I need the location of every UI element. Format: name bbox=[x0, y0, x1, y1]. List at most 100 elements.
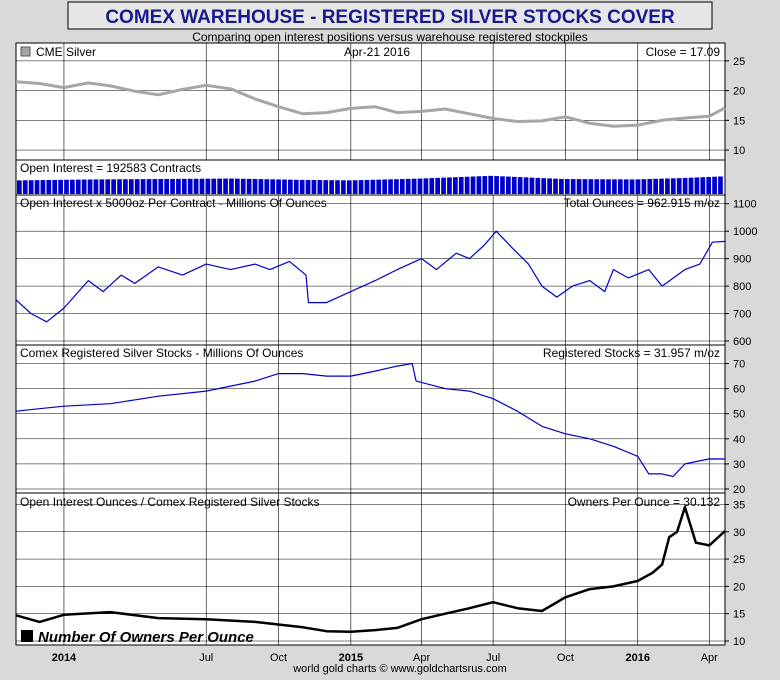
open-interest-bar bbox=[205, 178, 211, 194]
open-interest-bar bbox=[517, 177, 523, 194]
x-tick-label: Jul bbox=[486, 652, 500, 664]
x-tick-label: Apr bbox=[413, 652, 430, 664]
y-tick-label: 800 bbox=[733, 281, 751, 293]
open-interest-bar bbox=[588, 179, 594, 194]
y-tick-label: 35 bbox=[733, 499, 745, 511]
open-interest-bar bbox=[335, 180, 340, 194]
annotation-owners: Number Of Owners Per Ounce bbox=[38, 629, 254, 646]
open-interest-bar bbox=[500, 176, 505, 194]
open-interest-bar bbox=[264, 179, 270, 194]
open-interest-bar bbox=[688, 177, 694, 194]
open-interest-bar bbox=[482, 176, 488, 194]
open-interest-bar bbox=[270, 179, 276, 194]
open-interest-bar bbox=[352, 180, 358, 194]
y-tick-label: 700 bbox=[733, 309, 751, 321]
open-interest-bar bbox=[376, 179, 382, 194]
open-interest-bar bbox=[670, 178, 676, 194]
open-interest-bar bbox=[447, 177, 452, 194]
y-tick-label: 20 bbox=[733, 86, 745, 98]
open-interest-bar bbox=[87, 179, 93, 194]
open-interest-bar bbox=[293, 179, 299, 194]
y-tick-label: 1100 bbox=[733, 199, 757, 211]
open-interest-bar bbox=[405, 178, 411, 194]
open-interest-bar bbox=[659, 178, 664, 194]
series-line bbox=[15, 230, 726, 323]
open-interest-bar bbox=[234, 178, 240, 194]
open-interest-bar bbox=[258, 179, 264, 194]
open-interest-bar bbox=[240, 178, 246, 194]
open-interest-bar bbox=[464, 176, 470, 194]
y-tick-label: 15 bbox=[733, 609, 745, 621]
series-line bbox=[15, 80, 726, 128]
legend-owners-per-ounce: Open Interest Ounces / Comex Registered … bbox=[20, 495, 319, 509]
open-interest-bar bbox=[582, 179, 588, 194]
open-interest-bar bbox=[105, 179, 111, 194]
open-interest-bar bbox=[276, 179, 281, 194]
open-interest-bar bbox=[623, 179, 629, 194]
y-tick-label: 10 bbox=[733, 636, 745, 648]
x-tick-label: Oct bbox=[557, 652, 574, 664]
open-interest-bar bbox=[570, 179, 576, 194]
y-tick-label: 70 bbox=[733, 359, 745, 371]
open-interest-bar bbox=[399, 179, 405, 194]
open-interest-bar bbox=[458, 176, 464, 194]
open-interest-bar bbox=[17, 180, 22, 194]
open-interest-bar bbox=[99, 179, 105, 194]
open-interest-bar bbox=[617, 179, 623, 194]
series-line bbox=[15, 505, 726, 633]
open-interest-bar bbox=[346, 180, 352, 194]
y-tick-label: 40 bbox=[733, 434, 745, 446]
open-interest-bar bbox=[576, 179, 582, 194]
x-tick-label: 2014 bbox=[52, 652, 77, 664]
open-interest-bar bbox=[653, 178, 659, 194]
open-interest-bar bbox=[476, 176, 482, 194]
open-interest-bar bbox=[594, 179, 600, 194]
y-tick-label: 900 bbox=[733, 254, 751, 266]
open-interest-bar bbox=[134, 179, 140, 194]
open-interest-bar bbox=[494, 176, 499, 194]
open-interest-bar bbox=[718, 176, 723, 194]
open-interest-bar bbox=[64, 179, 69, 194]
open-interest-bar bbox=[559, 178, 564, 194]
open-interest-bar bbox=[535, 177, 541, 194]
y-tick-label: 60 bbox=[733, 384, 745, 396]
open-interest-bar bbox=[329, 180, 334, 194]
open-interest-bar bbox=[246, 178, 252, 194]
series-layer bbox=[15, 80, 726, 633]
open-interest-bar bbox=[529, 177, 535, 194]
open-interest-bar bbox=[358, 180, 364, 194]
open-interest-bar bbox=[606, 179, 611, 194]
open-interest-bar bbox=[34, 180, 40, 194]
open-interest-bar bbox=[564, 179, 570, 194]
open-interest-bar bbox=[429, 178, 435, 194]
open-interest-bar bbox=[22, 180, 28, 194]
y-tick-label: 25 bbox=[733, 554, 745, 566]
open-interest-bar bbox=[541, 178, 547, 194]
panel-owners-per-ounce bbox=[15, 492, 726, 646]
open-interest-bar bbox=[647, 178, 653, 194]
open-interest-bar bbox=[547, 178, 552, 194]
open-interest-bar bbox=[341, 180, 346, 194]
open-interest-bar bbox=[488, 175, 494, 194]
open-interest-bar bbox=[111, 179, 116, 194]
panel-silver bbox=[15, 42, 726, 161]
open-interest-bar bbox=[635, 179, 641, 194]
open-interest-bar bbox=[370, 179, 376, 194]
open-interest-bar bbox=[600, 179, 605, 194]
y-tick-label: 30 bbox=[733, 527, 745, 539]
open-interest-bar bbox=[28, 180, 34, 194]
open-interest-bar bbox=[123, 179, 128, 194]
y-tick-label: 1000 bbox=[733, 226, 757, 238]
open-interest-bar bbox=[193, 178, 199, 194]
x-tick-label: Apr bbox=[701, 652, 718, 664]
open-interest-bar bbox=[164, 178, 170, 194]
open-interest-bar bbox=[417, 178, 423, 194]
y-tick-label: 20 bbox=[733, 484, 745, 496]
legend-total-ounces: Open Interest x 5000oz Per Contract - Mi… bbox=[20, 196, 327, 210]
date-label: Apr-21 2016 bbox=[344, 45, 410, 59]
open-interest-bar bbox=[117, 179, 122, 194]
open-interest-bar bbox=[706, 176, 712, 194]
open-interest-bar bbox=[317, 180, 323, 194]
open-interest-bar bbox=[152, 179, 158, 194]
open-interest-bar bbox=[176, 178, 181, 194]
